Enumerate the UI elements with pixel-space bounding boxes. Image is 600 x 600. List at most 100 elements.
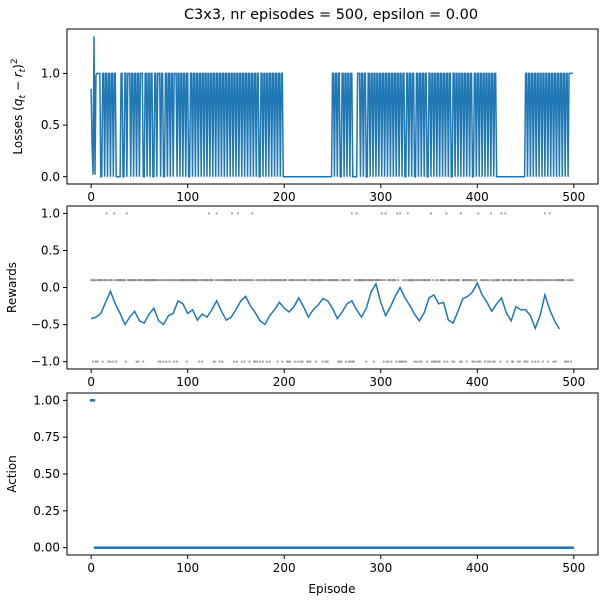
reward-point [426, 360, 429, 363]
reward-point [243, 360, 246, 363]
reward-point [498, 278, 501, 282]
reward-point [239, 278, 242, 282]
reward-point [389, 278, 392, 282]
reward-point [568, 278, 572, 282]
reward-point [534, 360, 537, 363]
reward-point [473, 360, 476, 363]
action-xtick-label: 400 [466, 561, 489, 575]
reward-point [247, 278, 250, 282]
losses-xtick-label: 100 [176, 190, 199, 204]
reward-point [492, 278, 495, 282]
reward-point [292, 278, 295, 282]
rewards-panel: 0 100 200 300 400 500 −1.0 −0.5 0.0 0.5 1.0 Reward… [5, 205, 599, 389]
reward-point [464, 278, 467, 282]
reward-point [536, 278, 539, 282]
reward-point [398, 212, 402, 215]
reward-point [420, 360, 423, 363]
losses-xtick-label: 0 [87, 190, 95, 204]
reward-point [485, 278, 489, 282]
reward-point [305, 278, 308, 282]
reward-point [256, 360, 259, 363]
reward-point [459, 212, 463, 215]
reward-point [387, 360, 390, 363]
reward-point [250, 278, 253, 282]
reward-point [547, 278, 550, 282]
reward-point [165, 360, 168, 363]
reward-point [405, 278, 408, 282]
reward-point [552, 360, 555, 363]
reward-point [488, 360, 491, 363]
reward-point [430, 360, 434, 363]
reward-point [164, 278, 167, 282]
reward-point [372, 360, 376, 363]
losses-ytick-label: 0.5 [41, 118, 60, 132]
action-panel: 0 100 200 300 400 500 0.00 0.25 0.50 0.75 1.00 Act… [5, 392, 599, 596]
reward-point [234, 278, 238, 282]
reward-point [200, 278, 203, 282]
rewards-ytick-label: 0.5 [41, 243, 60, 257]
reward-point [211, 278, 214, 282]
action-xtick-label: 0 [87, 561, 95, 575]
reward-point [347, 360, 351, 363]
reward-point [431, 278, 435, 282]
reward-point [434, 278, 437, 282]
reward-point [100, 278, 103, 282]
reward-point [184, 278, 187, 282]
reward-point [162, 360, 165, 363]
reward-point [446, 360, 449, 363]
rewards-xtick-label: 200 [273, 375, 296, 389]
rewards-ticks: 0 100 200 300 400 500 −1.0 −0.5 0.0 0.5 1.0 [31, 206, 585, 389]
reward-point [230, 212, 234, 215]
reward-point [323, 278, 326, 282]
reward-point [451, 360, 454, 363]
reward-point [320, 278, 323, 282]
reward-point [566, 278, 569, 282]
reward-point [419, 278, 422, 282]
reward-point [352, 360, 355, 363]
reward-point [124, 360, 127, 363]
reward-point [301, 360, 304, 363]
reward-point [258, 360, 262, 363]
reward-point [452, 278, 455, 282]
reward-point [109, 360, 112, 363]
losses-series-line [90, 36, 573, 178]
reward-point [385, 360, 388, 363]
reward-point [493, 360, 496, 363]
losses-plot-area [90, 36, 573, 178]
reward-point [123, 278, 127, 282]
rewards-ytick-label: 1.0 [41, 206, 60, 220]
reward-point [267, 278, 270, 282]
reward-point [115, 360, 118, 363]
reward-point [344, 360, 348, 363]
losses-ytick-label: 0.0 [41, 170, 60, 184]
reward-point [542, 278, 546, 282]
reward-point [522, 278, 525, 282]
losses-axes-frame [66, 28, 599, 185]
reward-point [396, 212, 399, 215]
action-ytick-label: 0.50 [33, 467, 60, 481]
reward-point [499, 360, 502, 363]
reward-point [167, 278, 170, 282]
reward-point [137, 360, 140, 363]
rewards-xtick-label: 500 [562, 375, 585, 389]
reward-point [161, 278, 164, 282]
reward-point [417, 278, 420, 282]
action-ticks: 0 100 200 300 400 500 0.00 0.25 0.50 0.75 1.00 [33, 393, 585, 575]
reward-point [435, 360, 438, 363]
reward-point [404, 360, 407, 363]
reward-point [235, 360, 239, 363]
losses-xtick-label: 300 [369, 190, 392, 204]
reward-point [125, 212, 128, 215]
reward-point [206, 278, 210, 282]
reward-point [543, 212, 547, 215]
reward-point [511, 360, 515, 363]
reward-point [265, 360, 268, 363]
reward-point [324, 360, 327, 363]
reward-point [506, 360, 509, 363]
reward-point [201, 360, 204, 363]
reward-point [300, 278, 303, 282]
losses-ylabel-group: Losses (qt − rt)2 [10, 58, 28, 154]
reward-point [314, 278, 317, 282]
reward-point [571, 278, 575, 282]
reward-point [307, 360, 310, 363]
